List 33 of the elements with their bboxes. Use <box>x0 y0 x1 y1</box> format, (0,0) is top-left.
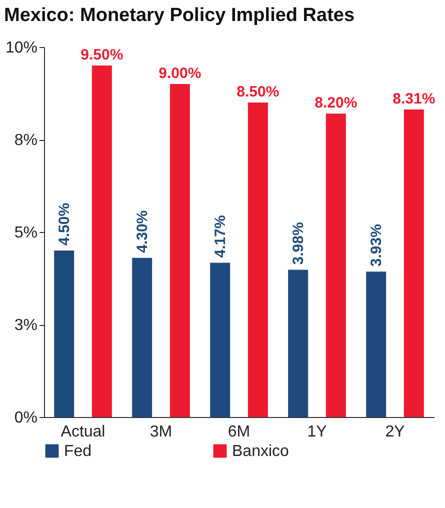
x-tick-label: Actual <box>60 424 106 440</box>
data-label: 9.00% <box>158 65 202 82</box>
data-label: 8.31% <box>392 90 436 108</box>
data-label: 3.93% <box>368 224 386 267</box>
data-label: 4.17% <box>212 215 230 258</box>
bar <box>326 114 346 417</box>
bar <box>248 102 268 417</box>
legend-label: Fed <box>64 443 92 460</box>
y-tick-label: 8% <box>14 132 38 149</box>
legend-label: Banxico <box>232 443 290 460</box>
y-tick-label: 0% <box>14 410 38 426</box>
data-label: 9.50% <box>80 46 124 64</box>
x-tick-label: 1Y <box>307 424 328 440</box>
y-tick-label: 3% <box>14 317 38 334</box>
x-tick-label: 6M <box>228 424 250 440</box>
bar <box>132 258 152 417</box>
x-tick-label: 3M <box>150 424 172 440</box>
chart-title: Mexico: Monetary Policy Implied Rates <box>4 5 355 26</box>
x-tick-label: 2Y <box>385 424 406 440</box>
bar <box>288 270 308 417</box>
bar <box>404 110 424 417</box>
bar <box>366 272 386 417</box>
bar <box>92 66 112 417</box>
data-label: 8.20% <box>314 94 358 112</box>
bar <box>210 262 230 417</box>
y-tick-label: 5% <box>14 224 38 242</box>
y-tick-label: 10% <box>5 40 38 56</box>
data-label: 4.50% <box>56 202 74 246</box>
data-label: 3.98% <box>290 222 308 265</box>
bar <box>54 250 74 417</box>
data-label: 8.50% <box>236 84 280 100</box>
data-label: 4.30% <box>134 210 152 253</box>
bar <box>170 84 190 417</box>
